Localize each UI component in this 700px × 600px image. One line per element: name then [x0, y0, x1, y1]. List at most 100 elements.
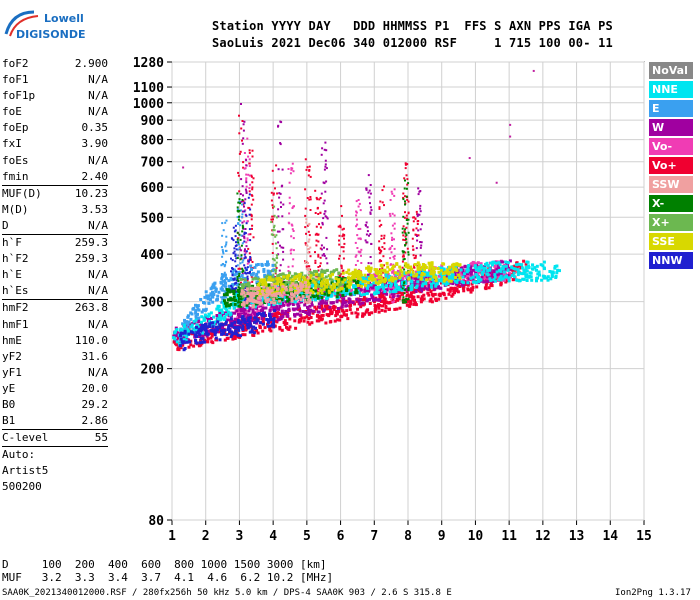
echo-point [225, 260, 228, 263]
echo-point [330, 270, 333, 274]
echo-point [384, 270, 388, 274]
echo-point [224, 249, 227, 252]
echo-point [339, 283, 343, 286]
echo-point [345, 286, 349, 290]
echo-point [251, 284, 255, 288]
echo-point [248, 307, 252, 311]
echo-point [201, 334, 205, 338]
echo-point [223, 299, 226, 303]
echo-point [194, 309, 198, 313]
echo-point [308, 198, 311, 201]
echo-point [342, 313, 346, 317]
echo-point [271, 323, 275, 326]
echo-point [540, 278, 544, 282]
y-tick-label: 600 [141, 181, 165, 196]
echo-point [419, 267, 423, 271]
echo-point [225, 285, 228, 288]
echo-point [317, 266, 320, 268]
echo-point [288, 181, 291, 184]
echo-point [287, 307, 291, 311]
echo-point [367, 311, 371, 315]
echo-point [405, 219, 408, 221]
echo-point [238, 276, 241, 279]
echo-point [269, 324, 272, 328]
echo-point [415, 270, 418, 274]
echo-point [241, 142, 244, 145]
echo-point [356, 289, 360, 293]
echo-point [416, 261, 420, 265]
echo-point [401, 266, 404, 269]
echo-point [398, 276, 402, 279]
echo-point [247, 196, 250, 199]
echo-point [449, 279, 453, 283]
echo-point [251, 181, 254, 184]
echo-point [276, 192, 279, 195]
echo-point [430, 275, 434, 279]
echo-point [317, 275, 320, 278]
echo-point [383, 237, 386, 240]
echo-point [268, 298, 272, 302]
echo-point [183, 347, 187, 350]
echo-point [250, 175, 253, 178]
echo-point [219, 280, 223, 284]
echo-point [446, 268, 450, 272]
echo-point [359, 277, 363, 281]
echo-point [240, 103, 242, 105]
echo-point [245, 222, 248, 225]
echo-point [323, 199, 326, 202]
echo-point [288, 301, 292, 305]
echo-point [383, 290, 387, 293]
echo-point [248, 158, 251, 161]
echo-point [220, 246, 223, 249]
echo-point [330, 312, 334, 316]
echo-point [324, 141, 327, 144]
echo-point [492, 269, 496, 273]
echo-point [277, 241, 280, 244]
echo-point [407, 289, 410, 291]
echo-point [272, 319, 276, 323]
echo-point [234, 224, 237, 227]
echo-point [241, 230, 244, 233]
echo-point [423, 286, 427, 290]
echo-point [206, 331, 210, 334]
echo-point [308, 276, 312, 280]
echo-point [252, 177, 255, 180]
echo-point [494, 261, 498, 265]
echo-point [340, 264, 343, 267]
echo-point [504, 264, 508, 268]
echo-point [427, 285, 431, 288]
echo-point [413, 298, 416, 302]
echo-point [341, 271, 345, 275]
echo-point [406, 266, 410, 270]
echo-point [368, 189, 371, 192]
echo-point [416, 235, 418, 237]
echo-point [409, 265, 413, 269]
echo-point [365, 299, 369, 303]
echo-point [243, 278, 247, 282]
echo-point [555, 271, 559, 275]
echo-point [401, 250, 404, 253]
echo-point [240, 200, 243, 203]
echo-point [232, 278, 235, 281]
echo-point [471, 264, 475, 267]
echo-point [176, 342, 180, 346]
echo-point [393, 280, 397, 284]
x-tick-label: 5 [303, 529, 311, 544]
echo-point [228, 331, 231, 335]
echo-point [372, 298, 375, 302]
echo-point [272, 193, 275, 196]
echo-point [231, 297, 235, 301]
echo-point [486, 269, 490, 273]
echo-point [365, 266, 369, 270]
echo-point [332, 285, 336, 289]
echo-point [326, 217, 329, 220]
echo-point [403, 216, 406, 219]
echo-point [538, 273, 541, 277]
echo-point [304, 207, 307, 210]
echo-point [360, 293, 364, 297]
echo-point [369, 192, 372, 195]
echo-point [239, 262, 242, 265]
echo-point [368, 290, 371, 293]
echo-point [291, 303, 295, 306]
echo-point [218, 317, 221, 321]
